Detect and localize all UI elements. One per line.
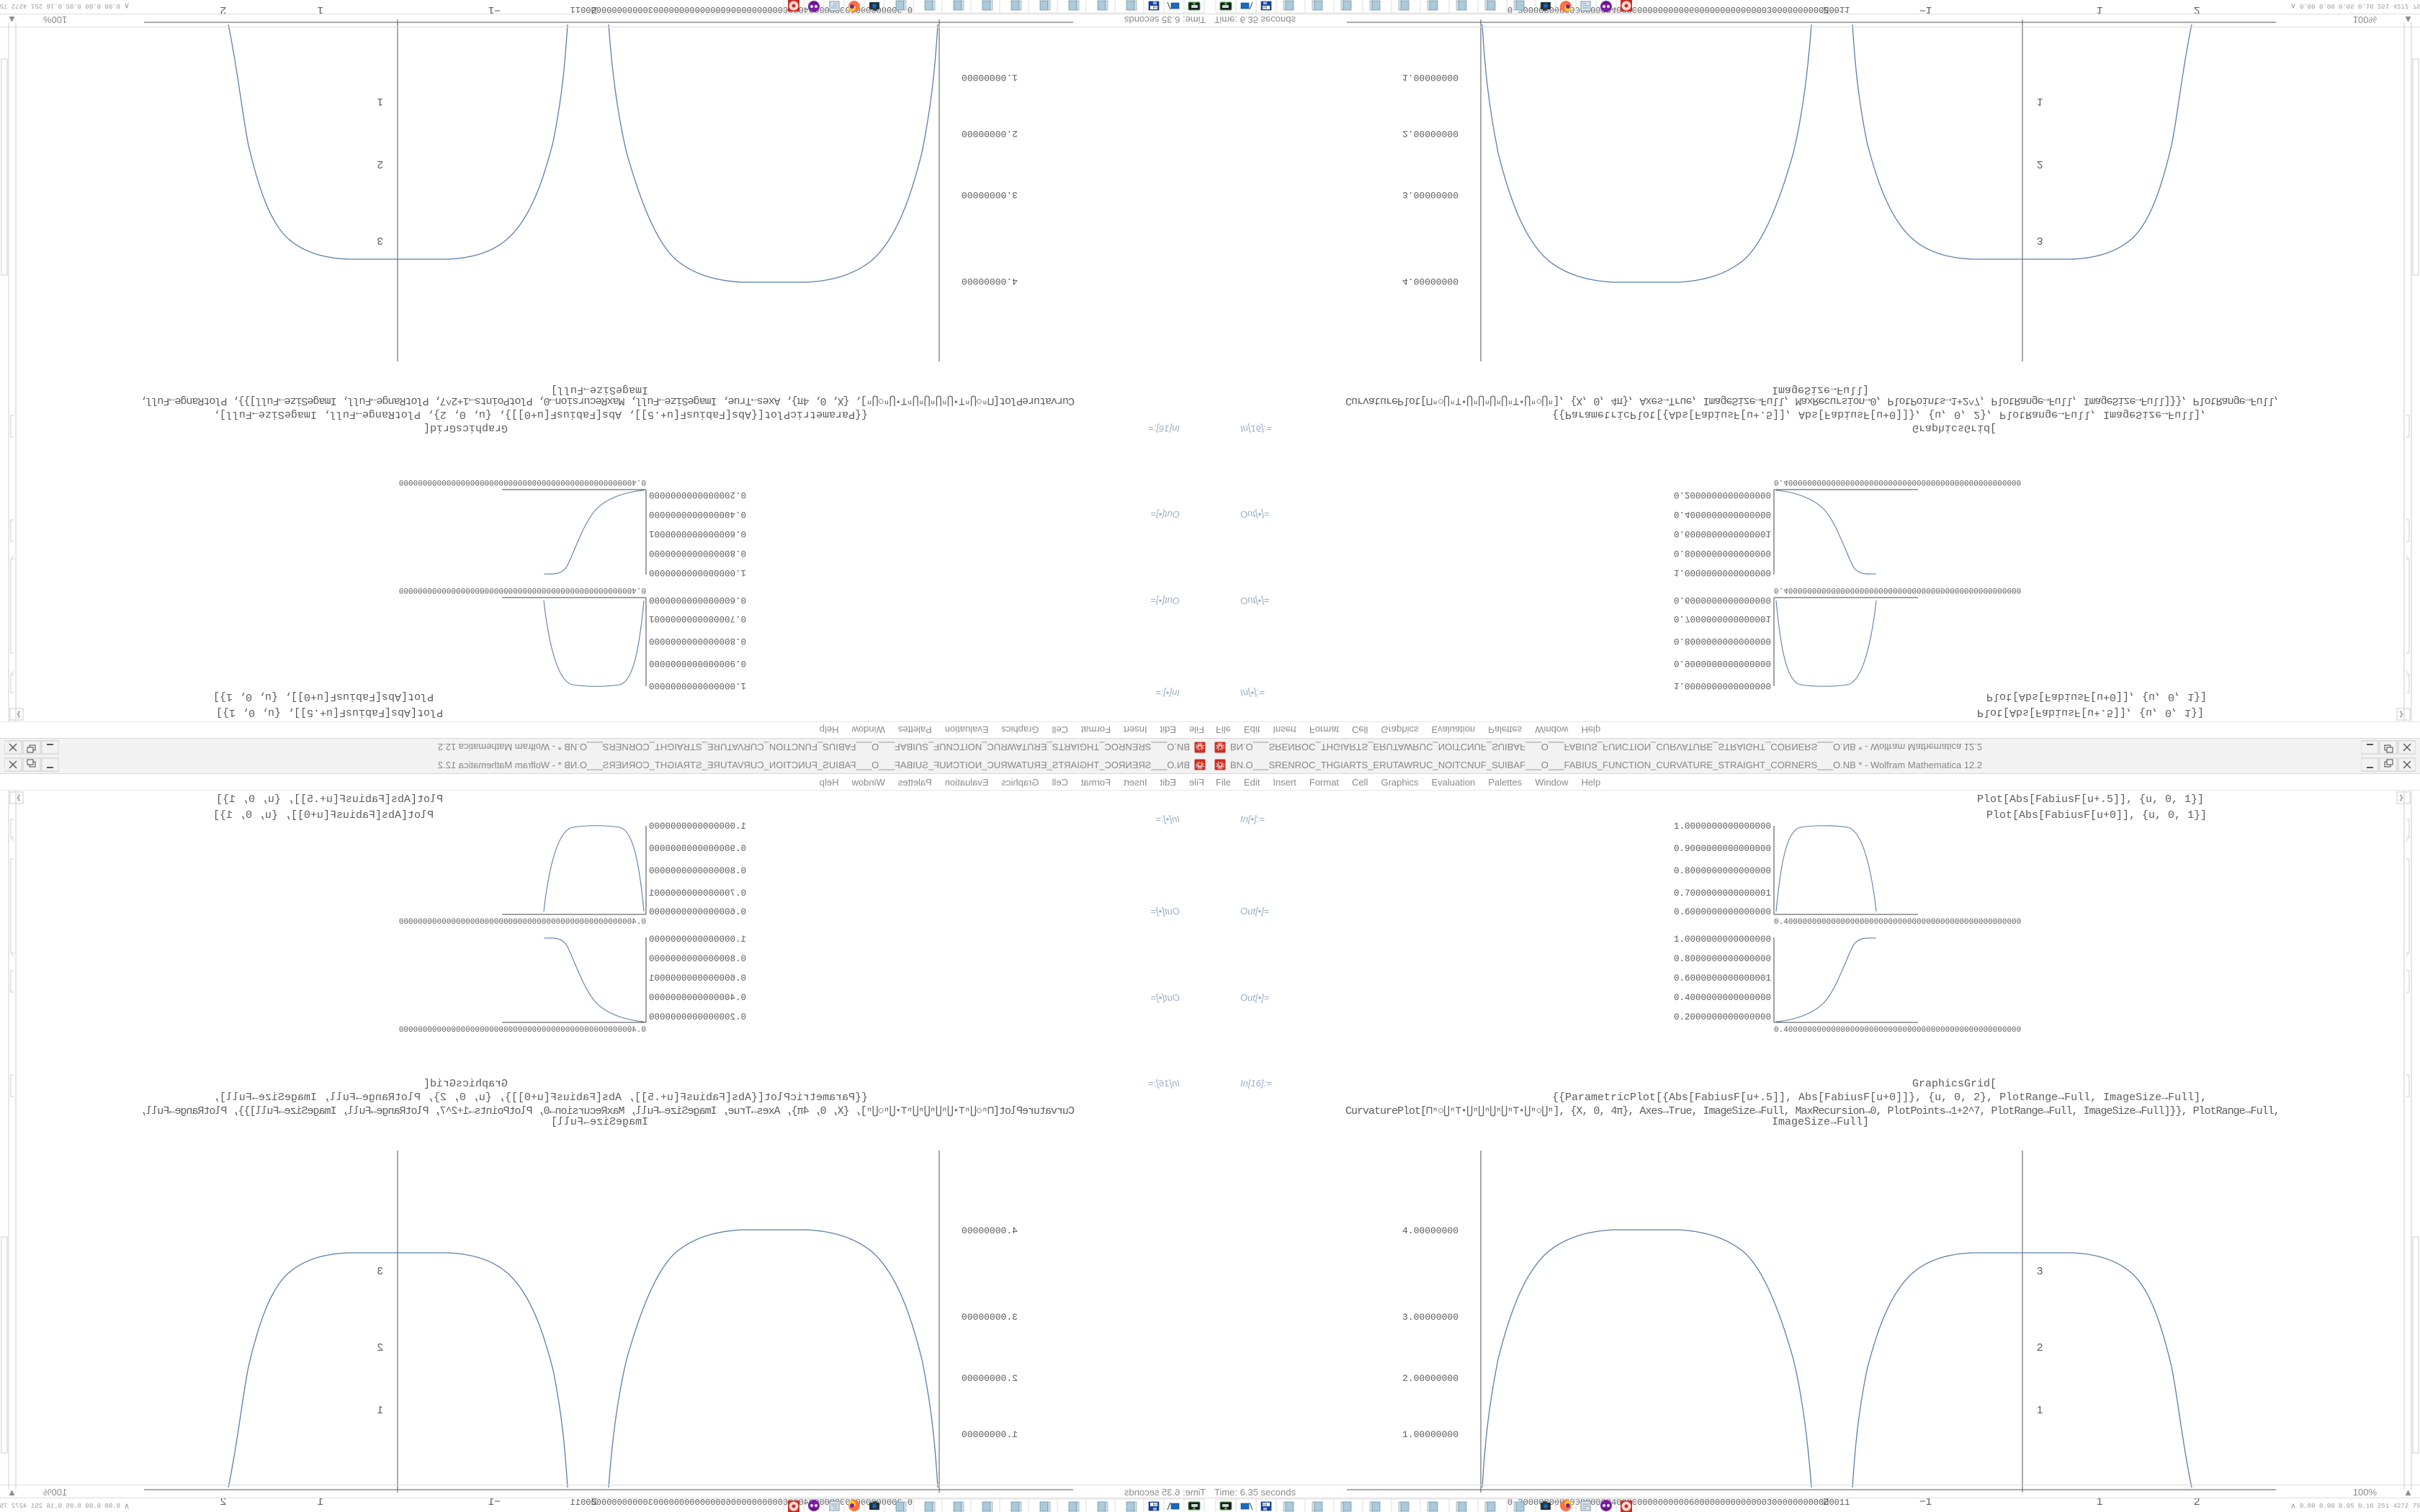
svg-text:3.00000000: 3.00000000 [1402, 1312, 1458, 1323]
svg-text:64: 64 [1263, 5, 1268, 9]
svg-text:64: 64 [1152, 1503, 1157, 1507]
svg-text:64: 64 [1152, 5, 1157, 9]
svg-text:3: 3 [377, 235, 383, 247]
svg-text:3.00000000: 3.00000000 [1402, 189, 1458, 200]
svg-text:4.00000000: 4.00000000 [962, 1225, 1018, 1236]
svg-text:∧: ∧ [2290, 1502, 2296, 1511]
svg-text:1.00000000: 1.00000000 [1402, 1429, 1458, 1440]
svg-text:4.00000000: 4.00000000 [1402, 276, 1458, 287]
svg-text:2.00000000: 2.00000000 [1402, 1373, 1458, 1384]
svg-text:1: 1 [2037, 96, 2043, 108]
svg-text:1.00000000: 1.00000000 [962, 72, 1018, 83]
svg-text:1: 1 [377, 96, 383, 108]
svg-text:2.00000000: 2.00000000 [962, 128, 1018, 139]
svg-text:1.00000000: 1.00000000 [962, 1429, 1018, 1440]
svg-text:0.00 0.00 0.05 0.16 251 4272 7: 0.00 0.00 0.05 0.16 251 4272 758 34 213 … [0, 1503, 120, 1510]
svg-text:3.00000000: 3.00000000 [962, 189, 1018, 200]
svg-text:2: 2 [377, 158, 383, 171]
svg-text:4.00000000: 4.00000000 [962, 276, 1018, 287]
svg-text:3.00000000: 3.00000000 [962, 1312, 1018, 1323]
svg-text:2.00000000: 2.00000000 [962, 1373, 1018, 1384]
svg-text:0.00 0.00 0.05 0.16 251 4272 7: 0.00 0.00 0.05 0.16 251 4272 758 34 213 … [2300, 2, 2420, 9]
svg-text:3: 3 [377, 1265, 383, 1277]
svg-text:3: 3 [2037, 235, 2043, 247]
svg-text:∧: ∧ [2290, 1, 2296, 10]
svg-text:2: 2 [2037, 1341, 2043, 1354]
svg-text:1.00000000: 1.00000000 [1402, 72, 1458, 83]
svg-text:4.00000000: 4.00000000 [1402, 1225, 1458, 1236]
svg-text:2: 2 [377, 1341, 383, 1354]
svg-text:64: 64 [1263, 1503, 1268, 1507]
svg-text:2: 2 [2037, 158, 2043, 171]
svg-text:2.00000000: 2.00000000 [1402, 128, 1458, 139]
svg-text:1: 1 [2037, 1404, 2043, 1416]
svg-text:0.00 0.00 0.05 0.16 251 4272 7: 0.00 0.00 0.05 0.16 251 4272 758 34 213 … [2300, 1503, 2420, 1510]
svg-text:∧: ∧ [124, 1, 130, 10]
svg-text:0.00 0.00 0.05 0.16 251 4272 7: 0.00 0.00 0.05 0.16 251 4272 758 34 213 … [0, 2, 120, 9]
svg-text:3: 3 [2037, 1265, 2043, 1277]
svg-text:1: 1 [377, 1404, 383, 1416]
svg-text:∧: ∧ [124, 1502, 130, 1511]
